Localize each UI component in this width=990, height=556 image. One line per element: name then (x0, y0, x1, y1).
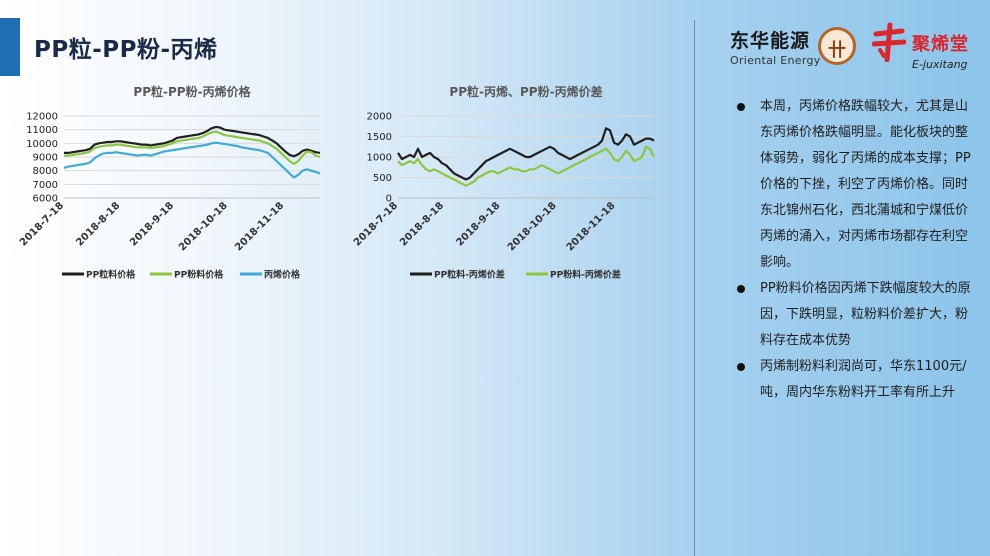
title-accent-bar (0, 18, 20, 76)
legend-label: PP粉料价格 (174, 269, 224, 281)
dh-logo-en: Oriental Energy (730, 54, 821, 67)
x-tick-label: 2018-11-18 (565, 200, 618, 253)
series-line-1 (397, 145, 655, 187)
dh-logo-cn: 东华能源 (730, 30, 811, 52)
legend-label: PP粒料-丙烯价差 (434, 269, 505, 281)
bullet-dot-icon (737, 103, 745, 111)
x-tick-label: 2018-7-18 (18, 200, 66, 248)
series-line-1 (64, 130, 321, 165)
commentary-item: 丙烯制粉料利润尚可，华东1100元/吨，周内华东粉料开工率有所上升 (734, 354, 974, 406)
chart-spread: PP粒-丙烯、PP粉-丙烯价差 0 500 1000 1500 2000 2018-7-18… (352, 78, 666, 288)
y-tick-label: 6000 (33, 194, 58, 205)
series-line-0 (397, 127, 655, 181)
commentary-item: PP粉料价格因丙烯下跌幅度较大的原因，下跌明显，粒粉料价差扩大，粉料存在成本优势 (734, 276, 974, 354)
commentary-text: 丙烯制粉料利润尚可，华东1100元/吨，周内华东粉料开工率有所上升 (760, 359, 967, 400)
juxitang-emblem-icon (872, 22, 906, 62)
legend-label: PP粒料价格 (86, 269, 136, 281)
dh-emblem-icon: 卄 (818, 27, 856, 65)
chart-price: PP粒-PP粉-丙烯价格 6000 7000 8000 9000 10000 11000 12… (18, 78, 332, 288)
juxitang-logo-text: 聚烯堂 E-juxitang (912, 30, 969, 71)
y-tick-label: 12000 (26, 112, 58, 123)
y-tick-label: 9000 (33, 153, 58, 164)
x-tick-label: 2018-10-18 (177, 200, 230, 253)
bullet-dot-icon (737, 363, 745, 371)
x-tick-label: 2018-8-18 (74, 200, 122, 248)
x-tick-label: 2018-10-18 (506, 200, 559, 253)
commentary-list: 本周，丙烯价格跌幅较大，尤其是山东丙烯价格跌幅明显。能化板块的整体弱势，弱化了丙… (734, 94, 974, 406)
chart-svg: PP粒-丙烯、PP粉-丙烯价差 0 500 1000 1500 2000 2018-7-18… (352, 84, 655, 281)
bullet-dot-icon (737, 285, 745, 293)
series-line-0 (64, 125, 321, 158)
y-tick-label: 1000 (367, 153, 392, 164)
y-tick-label: 0 (386, 194, 392, 205)
chart-svg: PP粒-PP粉-丙烯价格 6000 7000 8000 9000 10000 11000 12… (18, 84, 321, 281)
y-tick-label: 1500 (367, 132, 392, 143)
y-tick-label: 8000 (33, 166, 58, 177)
juxitang-logo-en: E-juxitang (912, 58, 968, 71)
legend-label: 丙烯价格 (264, 269, 301, 281)
x-tick-label: 2018-8-18 (398, 200, 446, 248)
commentary-text: PP粉料价格因丙烯下跌幅度较大的原因，下跌明显，粒粉料价差扩大，粉料存在成本优势 (760, 281, 971, 348)
y-tick-label: 2000 (367, 112, 392, 123)
series-line-2 (63, 141, 321, 179)
chart-title: PP粒-丙烯、PP粉-丙烯价差 (449, 84, 602, 99)
x-tick-label: 2018-7-18 (352, 200, 400, 248)
y-tick-label: 10000 (26, 139, 58, 150)
panel-divider (694, 20, 695, 556)
page-title: PP粒-PP粉-丙烯 (34, 37, 218, 63)
juxitang-logo-cn: 聚烯堂 (912, 34, 969, 55)
y-tick-label: 7000 (33, 180, 58, 191)
dh-logo-text: 东华能源 Oriental Energy (730, 26, 821, 67)
legend-label: PP粉料-丙烯价差 (550, 269, 621, 281)
y-tick-label: 11000 (26, 125, 58, 136)
commentary-item: 本周，丙烯价格跌幅较大，尤其是山东丙烯价格跌幅明显。能化板块的整体弱势，弱化了丙… (734, 94, 974, 276)
y-tick-label: 500 (373, 173, 392, 184)
chart-title: PP粒-PP粉-丙烯价格 (133, 84, 251, 99)
x-tick-label: 2018-9-18 (454, 200, 502, 248)
commentary-text: 本周，丙烯价格跌幅较大，尤其是山东丙烯价格跌幅明显。能化板块的整体弱势，弱化了丙… (760, 99, 971, 270)
x-tick-label: 2018-9-18 (128, 200, 176, 248)
x-tick-label: 2018-11-18 (233, 200, 286, 253)
